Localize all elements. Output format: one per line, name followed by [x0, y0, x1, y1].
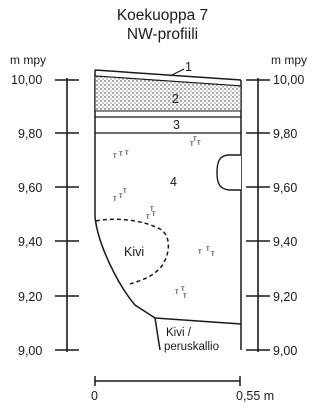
left-tick-label-9-60: 9,60 — [18, 181, 42, 195]
soil-symbol: т — [190, 139, 194, 148]
stone-label: Kivi — [124, 245, 144, 259]
profile-title: Koekuoppa 7 — [116, 7, 209, 24]
stone-outline-right — [216, 154, 241, 191]
bedrock-label-line-2: peruskallio — [164, 341, 219, 353]
right-tick-label-9-60: 9,60 — [273, 181, 297, 195]
right-tick-label-9-00: 9,00 — [273, 344, 297, 358]
bedrock-boundary — [154, 317, 242, 325]
profile-subtitle: NW-profiili — [126, 26, 199, 43]
layer-1-leader-line — [169, 68, 185, 77]
left-tick-label-9-40: 9,40 — [18, 235, 42, 249]
soil-symbol: т — [119, 149, 123, 158]
right-elevation-axis: m mpy 10,00 9,80 9,60 9,40 9,20 9,00 — [246, 53, 307, 358]
soil-symbol: т — [175, 287, 179, 296]
layer-4-label: 4 — [170, 175, 177, 189]
right-tick-label-10-00: 10,00 — [273, 73, 304, 87]
soil-symbol: т — [183, 291, 187, 300]
left-tick-label-10-00: 10,00 — [11, 73, 42, 87]
bedrock-left-edge — [154, 317, 161, 351]
right-tick-label-9-20: 9,20 — [273, 290, 297, 304]
bedrock-label-line-1: Kivi / — [166, 327, 192, 339]
left-tick-label-9-20: 9,20 — [18, 290, 42, 304]
soil-symbol: т — [193, 134, 197, 143]
layer-1-label: 1 — [185, 60, 192, 74]
left-tick-label-9-00: 9,00 — [18, 344, 42, 358]
left-elevation-axis: m mpy 10,00 9,80 9,60 9,40 9,20 9,00 — [10, 53, 79, 358]
soil-symbols: т т т т т т т т т т т т т т т т т т — [113, 134, 215, 300]
scale-end-label: 0,55 m — [236, 389, 274, 403]
soil-symbol: т — [113, 151, 117, 160]
scale-start-label: 0 — [91, 389, 98, 403]
scale-bar: 0 0,55 m — [91, 376, 274, 403]
left-axis-unit: m mpy — [10, 53, 46, 67]
soil-symbol: т — [113, 194, 117, 203]
soil-symbol: т — [211, 249, 215, 258]
right-axis-unit: m mpy — [271, 53, 307, 67]
layer-2-fill — [94, 75, 242, 112]
soil-symbol: т — [119, 191, 123, 200]
layer-2-label: 2 — [172, 92, 179, 106]
soil-symbol: т — [152, 209, 156, 218]
soil-symbol: т — [198, 247, 202, 256]
layer-3-label: 3 — [173, 118, 180, 132]
soil-symbol: т — [197, 138, 201, 147]
soil-symbol: т — [181, 284, 185, 293]
right-tick-label-9-40: 9,40 — [273, 235, 297, 249]
left-pit-wall — [94, 70, 156, 319]
soil-symbol: т — [150, 204, 154, 213]
stone-outline-dashed — [95, 218, 170, 285]
soil-symbol: т — [146, 212, 150, 221]
ground-surface-line — [94, 69, 242, 81]
left-tick-label-9-80: 9,80 — [18, 127, 42, 141]
profile-outline — [94, 69, 242, 351]
soil-symbol: т — [125, 148, 129, 157]
soil-symbol: т — [123, 186, 127, 195]
soil-symbol: т — [206, 244, 210, 253]
right-tick-label-9-80: 9,80 — [273, 127, 297, 141]
